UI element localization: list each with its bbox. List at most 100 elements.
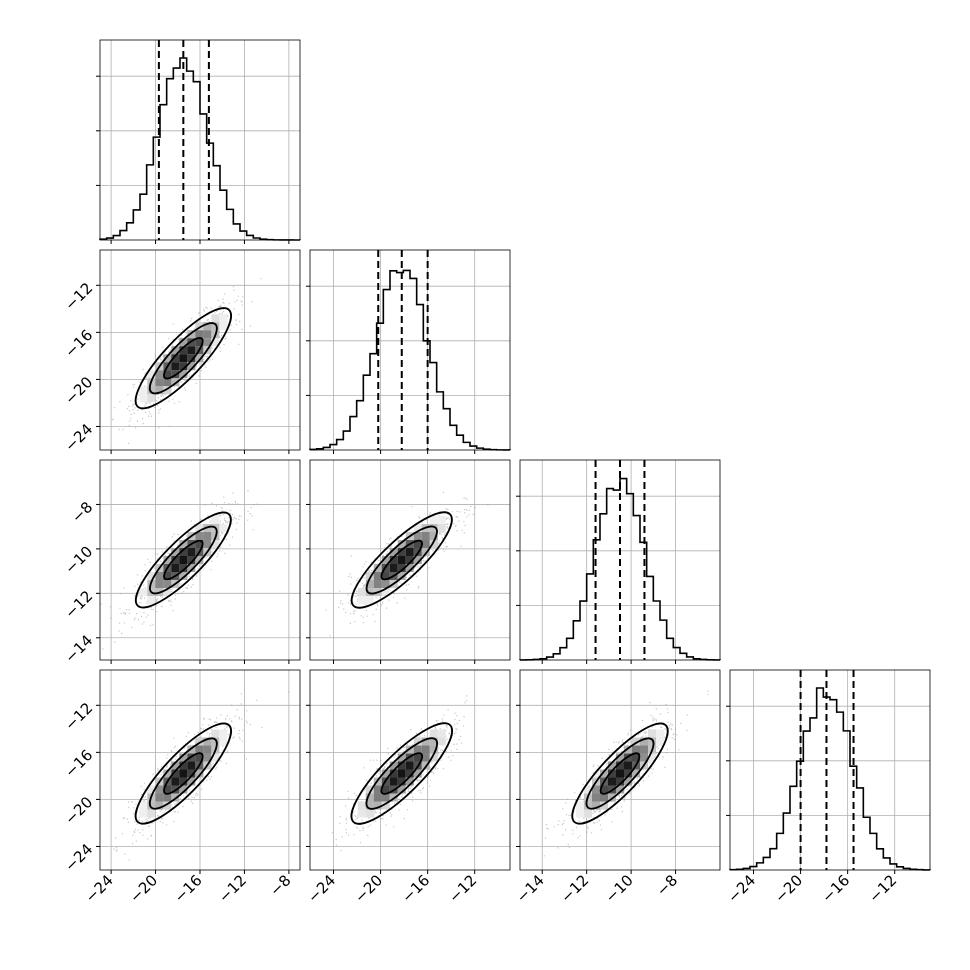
density-cell (397, 572, 406, 580)
density-cell (219, 322, 228, 331)
density-cell (171, 548, 180, 556)
scatter-panel-3-0: −24 −20 −16 −12 (61, 669, 301, 875)
density-cell (397, 753, 406, 762)
contour-0 (380, 752, 424, 795)
density-cell (421, 753, 430, 762)
density-cell (405, 556, 414, 564)
density-cell (405, 761, 414, 770)
density-cell (381, 793, 390, 802)
density-cell (163, 370, 172, 379)
density-cell (219, 737, 228, 746)
density-cell (421, 540, 430, 548)
density-cell (139, 809, 148, 818)
x-tick-label: −12 (557, 871, 592, 906)
density-cell (357, 809, 366, 818)
y-tick-label: −8 (68, 498, 96, 526)
density-cell (187, 745, 196, 754)
density-cell (429, 737, 438, 746)
density-cell (155, 580, 164, 588)
density-cell (632, 737, 640, 746)
density-cell (405, 769, 414, 778)
density-cell (179, 548, 188, 556)
density-cell (381, 556, 390, 564)
density-cell (632, 769, 640, 778)
histogram-panel-2 (516, 459, 721, 664)
panel-frame (309, 249, 511, 451)
x-tick-label: −14 (513, 871, 548, 906)
density-cell (608, 777, 616, 786)
contour-0 (599, 752, 641, 795)
density-cell (179, 761, 188, 770)
density-cell (155, 801, 164, 810)
density-cell (179, 362, 188, 371)
histogram-step (729, 687, 931, 871)
x-tick-label: −16 (171, 871, 206, 906)
histogram-step (99, 57, 301, 241)
density-cell (413, 532, 422, 540)
y-tick-label: −24 (61, 420, 96, 455)
density-cell (429, 524, 438, 532)
histogram-panel-0 (96, 39, 301, 244)
density-cell (195, 745, 204, 754)
density-cell (429, 729, 438, 738)
density-cell (600, 793, 608, 802)
density-cell (397, 548, 406, 556)
density-cell (421, 745, 430, 754)
density-cell (203, 330, 212, 339)
density-cell (421, 548, 430, 556)
density-cell (616, 777, 624, 786)
density-cell (187, 769, 196, 778)
density-cell (155, 386, 164, 395)
density-cell (211, 753, 220, 762)
y-tick-label: −14 (61, 631, 96, 666)
contour-2 (350, 722, 453, 825)
density-cell (592, 785, 600, 794)
density-cell (139, 394, 148, 403)
density-cell (405, 564, 414, 572)
density-cell (179, 785, 188, 794)
density-cell (187, 777, 196, 786)
density-cell (624, 745, 632, 754)
density-cell (373, 572, 382, 580)
density-cell (187, 354, 196, 363)
density-cell (373, 793, 382, 802)
density-cell (163, 386, 172, 395)
density-cell (211, 322, 220, 331)
density-cell (147, 386, 156, 395)
density-cell (203, 737, 212, 746)
density-cell (211, 338, 220, 347)
contour-0 (163, 752, 204, 795)
density-cell (413, 737, 422, 746)
density-cell (429, 540, 438, 548)
density-cell (608, 761, 616, 770)
density-cell (397, 785, 406, 794)
y-tick-label: −16 (61, 326, 96, 361)
density-cell (365, 580, 374, 588)
density-cell (397, 777, 406, 786)
density-cell (147, 394, 156, 403)
density-cell (171, 378, 180, 387)
density-cell (413, 745, 422, 754)
scatter-panel-2-0: −14 −12 −10 −8 (61, 459, 301, 667)
density-cell (171, 777, 180, 786)
density-cell (365, 572, 374, 580)
contour-2 (134, 307, 232, 410)
density-cell (365, 793, 374, 802)
contour-2 (350, 511, 453, 609)
density-cell (413, 524, 422, 532)
density-cell (640, 745, 648, 754)
histogram-step (309, 269, 511, 451)
density-cell (373, 580, 382, 588)
density-cell (219, 524, 228, 532)
density-cell (155, 793, 164, 802)
x-tick-label: −20 (351, 871, 386, 906)
panel-frame (729, 669, 931, 871)
scatter-panel-2-1 (306, 459, 511, 664)
density-cell (365, 596, 374, 604)
density-cell (179, 753, 188, 762)
contour-1 (148, 322, 218, 395)
density-cell (640, 753, 648, 762)
density-cell (576, 801, 584, 810)
y-tick-label: −12 (61, 699, 96, 734)
density-cell (405, 777, 414, 786)
